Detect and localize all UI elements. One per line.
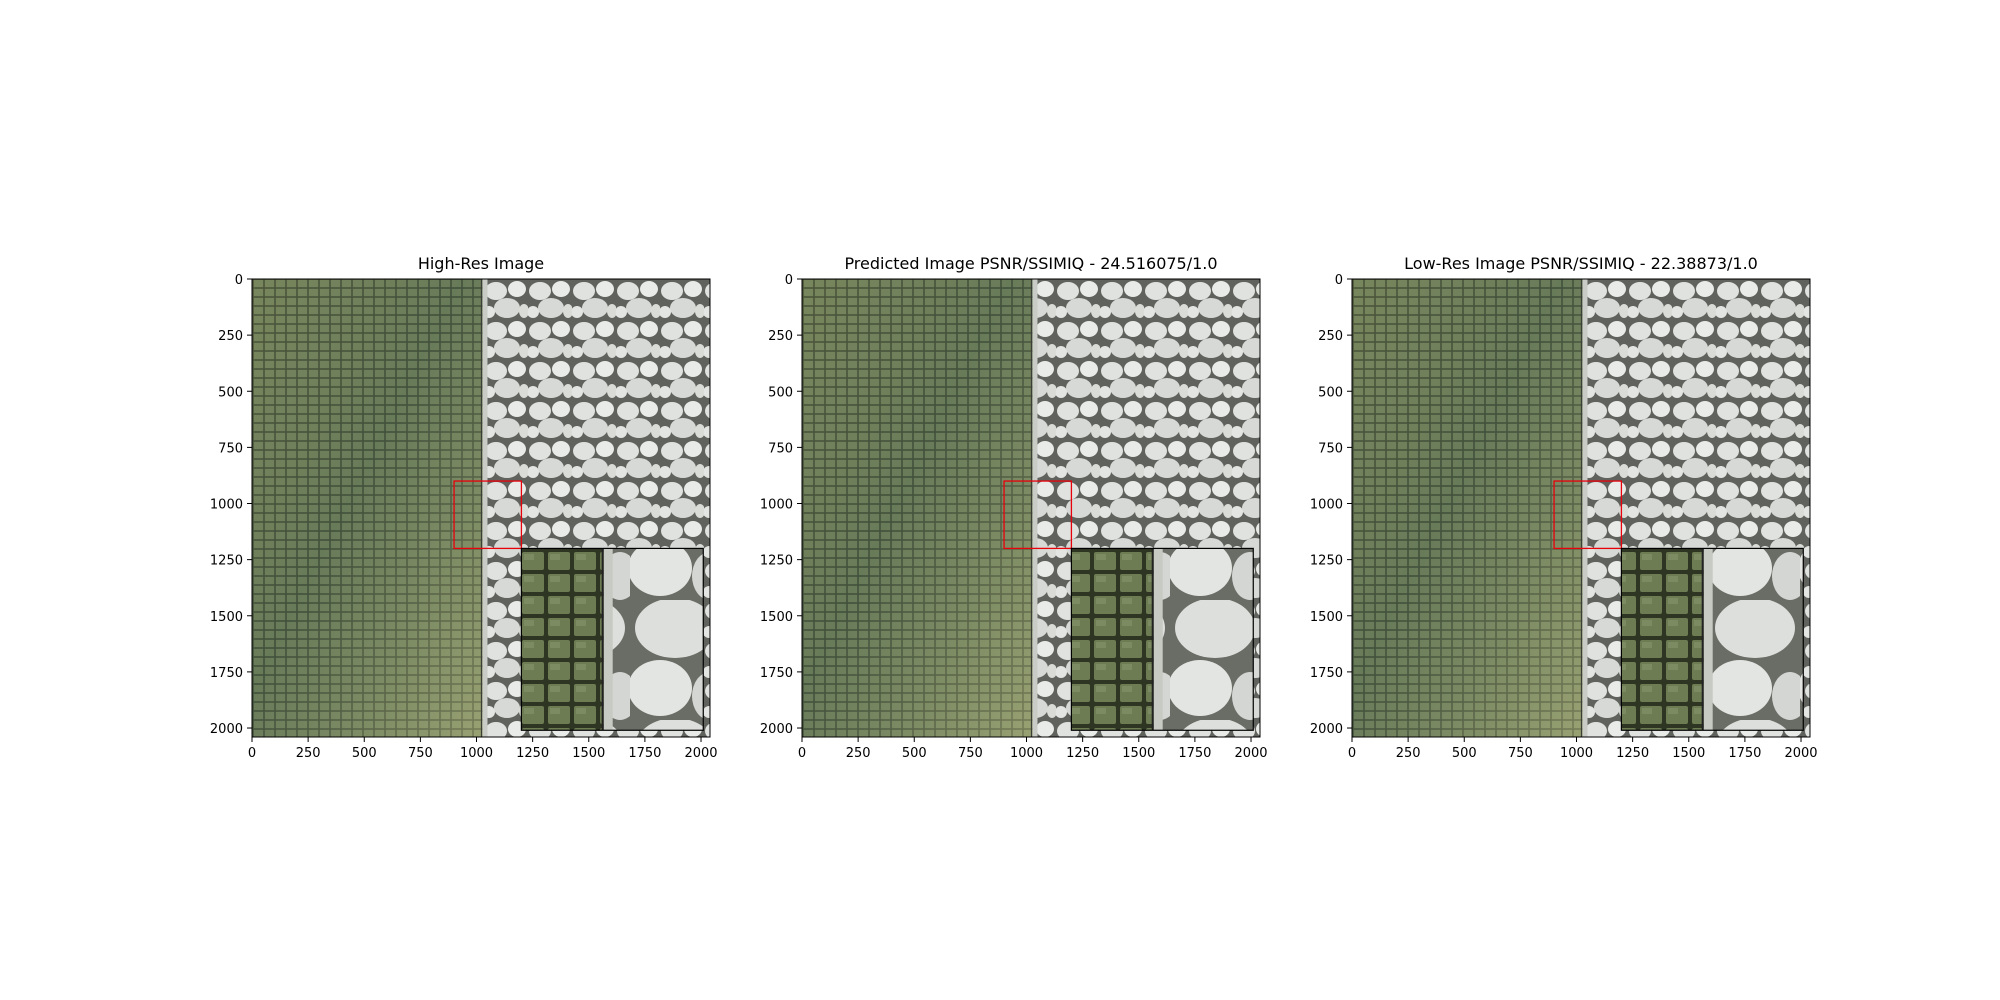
y-tick-label: 0 — [1335, 273, 1343, 288]
inset-pebbles — [1158, 548, 1254, 731]
mosaic-tint — [252, 279, 486, 737]
axes-frame — [1351, 278, 1811, 738]
y-tick-label: 1750 — [1310, 666, 1343, 681]
inset-divider — [603, 548, 613, 731]
x-tick-label: 1750 — [628, 746, 661, 761]
axes-frame — [251, 278, 711, 738]
y-tick-label: 250 — [218, 329, 243, 344]
x-tick-label: 750 — [408, 746, 433, 761]
x-tick-label: 1750 — [1728, 746, 1761, 761]
y-tick-label: 1000 — [210, 498, 243, 513]
x-tick-label: 1000 — [1010, 746, 1043, 761]
y-tick-label: 250 — [768, 329, 793, 344]
image-panel-2: Predicted Image PSNR/SSIMIQ - 24.516075/… — [760, 254, 1268, 761]
y-tick-label: 2000 — [210, 722, 243, 737]
mosaic-tint — [802, 279, 1036, 737]
mosaic-tint — [1352, 279, 1586, 737]
y-tick-label: 0 — [785, 273, 793, 288]
panel-title: Low-Res Image PSNR/SSIMIQ - 22.38873/1.0 — [1404, 254, 1758, 273]
y-tick-label: 500 — [218, 385, 243, 400]
inset-mosaic — [1071, 548, 1159, 731]
image-panel-1: High-Res Image 0 250 500 750 1000 1250 1500 1750… — [210, 254, 718, 761]
x-tick-label: 2000 — [1784, 746, 1817, 761]
inset-divider — [1153, 548, 1163, 731]
y-tick-label: 500 — [768, 385, 793, 400]
x-tick-label: 1250 — [1066, 746, 1099, 761]
zoom-region-box — [1553, 480, 1623, 550]
x-tick-label: 250 — [1396, 746, 1421, 761]
y-tick-label: 750 — [768, 441, 793, 456]
inset-mosaic — [521, 548, 609, 731]
y-tick-label: 1750 — [210, 666, 243, 681]
y-tick-label: 1250 — [1310, 554, 1343, 569]
x-tick-label: 2000 — [1234, 746, 1267, 761]
inset-mosaic — [1621, 548, 1709, 731]
y-tick-label: 1750 — [760, 666, 793, 681]
inset-pebbles — [608, 548, 704, 731]
x-tick-label: 1500 — [1122, 746, 1155, 761]
y-tick-label: 1250 — [760, 554, 793, 569]
panel-title: High-Res Image — [418, 254, 544, 273]
x-tick-label: 0 — [798, 746, 806, 761]
x-tick-label: 1500 — [572, 746, 605, 761]
x-tick-label: 500 — [352, 746, 377, 761]
y-tick-label: 0 — [235, 273, 243, 288]
x-tick-label: 1500 — [1672, 746, 1705, 761]
y-tick-label: 1500 — [1310, 610, 1343, 625]
x-tick-label: 1000 — [460, 746, 493, 761]
inset-frame — [1620, 547, 1804, 731]
y-tick-label: 500 — [1318, 385, 1343, 400]
inset-pebbles — [1708, 548, 1804, 731]
axes-frame — [801, 278, 1261, 738]
x-tick-label: 1250 — [516, 746, 549, 761]
y-tick-label: 2000 — [760, 722, 793, 737]
x-tick-label: 500 — [1452, 746, 1477, 761]
panel-title: Predicted Image PSNR/SSIMIQ - 24.516075/… — [844, 254, 1217, 273]
zoom-region-box — [1003, 480, 1073, 550]
y-tick-label: 1500 — [210, 610, 243, 625]
y-tick-label: 1000 — [1310, 498, 1343, 513]
x-tick-label: 1250 — [1616, 746, 1649, 761]
x-tick-label: 2000 — [684, 746, 717, 761]
y-tick-label: 1000 — [760, 498, 793, 513]
y-tick-label: 1250 — [210, 554, 243, 569]
x-tick-label: 0 — [1348, 746, 1356, 761]
y-tick-label: 750 — [218, 441, 243, 456]
x-tick-label: 750 — [1508, 746, 1533, 761]
x-tick-label: 750 — [958, 746, 983, 761]
divider-strip — [482, 279, 488, 737]
divider-strip — [1032, 279, 1038, 737]
x-tick-label: 250 — [296, 746, 321, 761]
x-tick-label: 1000 — [1560, 746, 1593, 761]
image-panel-3: Low-Res Image PSNR/SSIMIQ - 22.38873/1.0… — [1310, 254, 1818, 761]
y-tick-label: 1500 — [760, 610, 793, 625]
x-tick-label: 1750 — [1178, 746, 1211, 761]
inset-frame — [1070, 547, 1254, 731]
x-tick-label: 250 — [846, 746, 871, 761]
inset-divider — [1703, 548, 1713, 731]
y-tick-label: 2000 — [1310, 722, 1343, 737]
y-tick-label: 250 — [1318, 329, 1343, 344]
x-tick-label: 500 — [902, 746, 927, 761]
zoom-region-box — [453, 480, 523, 550]
divider-strip — [1582, 279, 1588, 737]
x-tick-label: 0 — [248, 746, 256, 761]
inset-frame — [520, 547, 704, 731]
y-tick-label: 750 — [1318, 441, 1343, 456]
